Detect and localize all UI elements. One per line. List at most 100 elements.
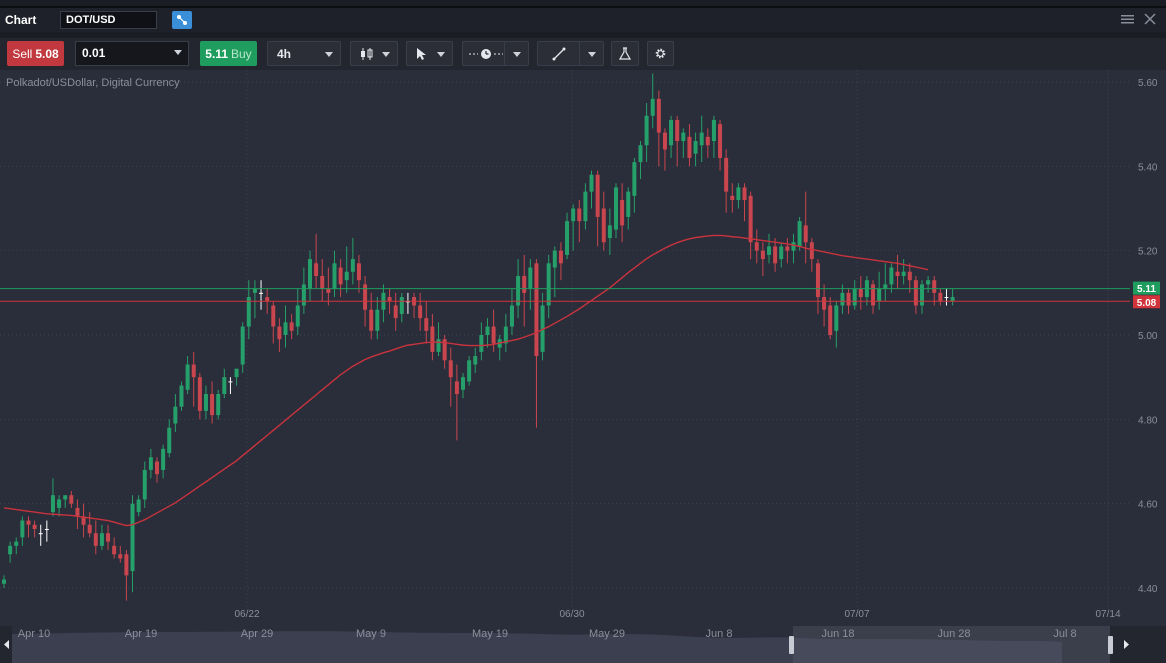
- candle-body: [14, 541, 19, 546]
- link-icon[interactable]: [172, 11, 192, 29]
- title-bar: Chart DOT/USD: [0, 6, 1166, 32]
- settings-button[interactable]: [647, 41, 674, 66]
- candle-body: [185, 364, 190, 390]
- candle-body: [724, 157, 729, 192]
- candle-body: [748, 195, 753, 243]
- candle-body: [369, 309, 374, 331]
- candle-body: [20, 520, 25, 538]
- navigator-right-handle[interactable]: [1108, 636, 1113, 654]
- candle-body: [742, 187, 747, 201]
- divider: [579, 42, 580, 65]
- window-title: Chart: [5, 13, 37, 27]
- candle-body: [222, 377, 227, 395]
- drawing-tool-select[interactable]: [537, 41, 604, 66]
- timeframe-select[interactable]: 4h: [267, 41, 341, 66]
- candle-body: [552, 250, 557, 268]
- navigator-area: [12, 631, 1062, 663]
- candle-body: [840, 292, 845, 306]
- candle-body: [271, 305, 276, 327]
- menu-icon[interactable]: [1121, 12, 1134, 28]
- sell-button[interactable]: Sell 5.08: [7, 41, 64, 66]
- ask-price-tag-label: 5.11: [1137, 284, 1156, 295]
- price-chart[interactable]: 5.60 5.40 5.20 5.00 4.80 4.60 4.40 5.11 5.08 06/2…: [0, 70, 1166, 626]
- candle-body: [203, 394, 208, 411]
- candle-body: [63, 495, 68, 500]
- candle-body: [301, 284, 306, 306]
- candle-body: [442, 339, 447, 361]
- navigator-date-label: Jun 18: [821, 628, 854, 640]
- y-tick-label: 4.60: [1138, 500, 1158, 511]
- candle-body: [350, 259, 355, 272]
- candle-body: [326, 288, 331, 293]
- y-tick-label: 5.00: [1138, 331, 1158, 342]
- time-navigator[interactable]: Apr 10 Apr 19 Apr 29 May 9 May 19 May 29 Jun 8…: [0, 626, 1166, 663]
- candle-body: [760, 250, 765, 260]
- divider: [504, 42, 505, 65]
- candle-body: [461, 377, 465, 390]
- candle-body: [32, 524, 37, 529]
- sell-label: Sell: [12, 46, 33, 61]
- candle-body: [540, 305, 545, 352]
- bid-price-tag: [1133, 295, 1160, 309]
- candle-body: [607, 225, 612, 239]
- candle-body: [528, 267, 533, 289]
- candle-body: [932, 280, 937, 293]
- candle-body: [259, 292, 264, 294]
- candle-body: [779, 246, 784, 260]
- candle-body: [130, 503, 135, 572]
- candle-body: [503, 326, 508, 344]
- scroll-left-icon[interactable]: [4, 640, 9, 649]
- candle-body: [234, 368, 239, 378]
- candle-body: [191, 364, 196, 378]
- candle-body: [681, 132, 686, 142]
- chevron-down-icon: [382, 52, 390, 57]
- candle-body: [534, 263, 539, 357]
- candle-body: [430, 326, 435, 352]
- scroll-right-icon[interactable]: [1124, 640, 1129, 649]
- candle-body: [332, 263, 337, 289]
- close-icon[interactable]: [1144, 12, 1156, 28]
- candle-body: [687, 136, 692, 158]
- candle-body: [509, 305, 514, 327]
- chevron-down-icon: [174, 50, 182, 55]
- candle-body: [718, 124, 723, 158]
- candle-body: [289, 322, 294, 331]
- candle-body: [797, 221, 802, 247]
- toolbar: Sell 5.08 0.01 5.11 Buy 4h: [0, 38, 1166, 70]
- candle-body: [246, 297, 251, 327]
- candle-body: [87, 524, 92, 534]
- candle-body: [546, 263, 551, 306]
- y-tick-label: 5.40: [1138, 162, 1158, 173]
- symbol-input[interactable]: DOT/USD: [60, 11, 157, 29]
- candle-body: [240, 326, 245, 365]
- buy-button[interactable]: 5.11 Buy: [200, 41, 257, 66]
- candle-body: [485, 326, 490, 335]
- x-tick-label: 07/07: [844, 609, 869, 620]
- candle-body: [210, 394, 215, 416]
- chart-area[interactable]: 5.60 5.40 5.20 5.00 4.80 4.60 4.40 5.11 5.08 06/2…: [0, 70, 1166, 626]
- candle-body: [375, 309, 380, 331]
- candle-body: [920, 284, 924, 306]
- chart-type-select[interactable]: [350, 41, 398, 66]
- candle-body: [112, 545, 117, 555]
- candle-body: [136, 499, 141, 513]
- navigator-left-handle[interactable]: [789, 636, 794, 654]
- candle-body: [950, 297, 955, 302]
- navigator-scroll[interactable]: Apr 10 Apr 19 Apr 29 May 9 May 19 May 29 Jun 8…: [0, 626, 1166, 663]
- quantity-select[interactable]: 0.01: [75, 41, 189, 66]
- candle-body: [699, 132, 704, 146]
- candle-body: [454, 381, 459, 395]
- candle-body: [852, 288, 857, 306]
- candle-body: [338, 267, 343, 285]
- navigator-selection[interactable]: [793, 626, 1110, 663]
- candle-body: [50, 495, 55, 513]
- candle-body: [938, 292, 943, 302]
- cursor-select[interactable]: [406, 41, 453, 66]
- navigator-date-label: Jul 8: [1053, 628, 1076, 640]
- indicators-button[interactable]: [611, 41, 639, 66]
- crosshair-select[interactable]: [462, 41, 529, 66]
- gear-icon: [654, 47, 667, 60]
- candle-body: [314, 263, 319, 276]
- candle-body: [387, 297, 392, 302]
- candle-body: [791, 242, 796, 251]
